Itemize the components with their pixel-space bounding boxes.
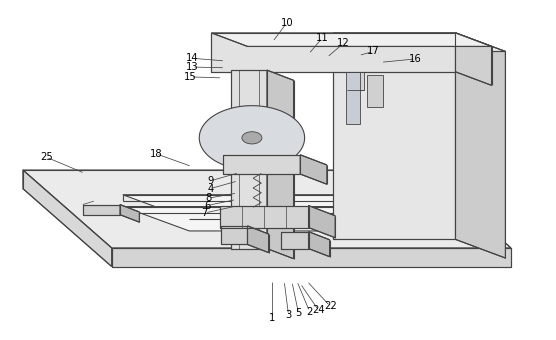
Polygon shape — [23, 170, 112, 267]
Text: 13: 13 — [186, 62, 198, 72]
Text: 5: 5 — [295, 308, 302, 318]
Polygon shape — [455, 33, 505, 258]
Text: 6: 6 — [204, 201, 210, 210]
Polygon shape — [199, 106, 305, 170]
Polygon shape — [300, 155, 327, 184]
Text: 14: 14 — [186, 53, 198, 63]
Text: 22: 22 — [324, 301, 336, 311]
Polygon shape — [83, 205, 120, 215]
Polygon shape — [348, 72, 364, 90]
Polygon shape — [220, 206, 309, 227]
Polygon shape — [309, 232, 330, 257]
Polygon shape — [455, 33, 492, 85]
Text: 10: 10 — [281, 18, 293, 28]
Polygon shape — [120, 205, 140, 222]
Polygon shape — [267, 70, 294, 259]
Text: 15: 15 — [184, 72, 197, 82]
Polygon shape — [211, 33, 455, 72]
Polygon shape — [221, 226, 247, 244]
Polygon shape — [346, 72, 360, 124]
Polygon shape — [242, 132, 262, 144]
Text: 1: 1 — [269, 313, 276, 323]
Polygon shape — [247, 226, 269, 253]
Polygon shape — [222, 155, 300, 174]
Polygon shape — [281, 232, 309, 249]
Text: 24: 24 — [312, 305, 325, 315]
Text: 2: 2 — [306, 307, 313, 317]
Polygon shape — [334, 33, 505, 51]
Polygon shape — [23, 170, 511, 248]
Text: 9: 9 — [207, 176, 214, 186]
Polygon shape — [367, 75, 384, 107]
Text: 17: 17 — [367, 47, 380, 56]
Polygon shape — [231, 70, 267, 249]
Text: 3: 3 — [285, 310, 292, 320]
Polygon shape — [123, 195, 400, 219]
Text: 18: 18 — [150, 149, 162, 159]
Polygon shape — [211, 33, 492, 46]
Polygon shape — [112, 248, 511, 267]
Text: 11: 11 — [316, 33, 329, 43]
Text: 8: 8 — [206, 193, 212, 203]
Text: 25: 25 — [40, 152, 53, 162]
Text: 16: 16 — [409, 54, 422, 64]
Text: 7: 7 — [202, 208, 208, 218]
Text: 4: 4 — [207, 184, 214, 193]
Polygon shape — [334, 33, 455, 239]
Polygon shape — [123, 207, 400, 231]
Text: 12: 12 — [337, 38, 350, 48]
Polygon shape — [309, 206, 335, 238]
